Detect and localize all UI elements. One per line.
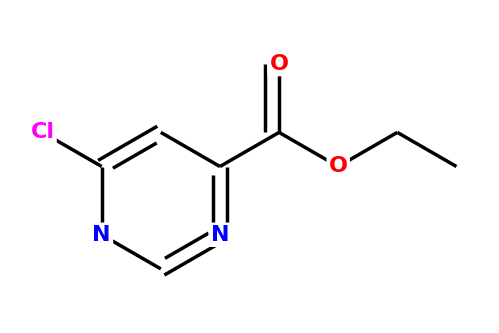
Text: N: N	[211, 225, 229, 245]
Text: Cl: Cl	[30, 123, 54, 143]
Text: N: N	[92, 225, 111, 245]
Text: O: O	[329, 157, 348, 176]
Text: O: O	[269, 54, 288, 74]
